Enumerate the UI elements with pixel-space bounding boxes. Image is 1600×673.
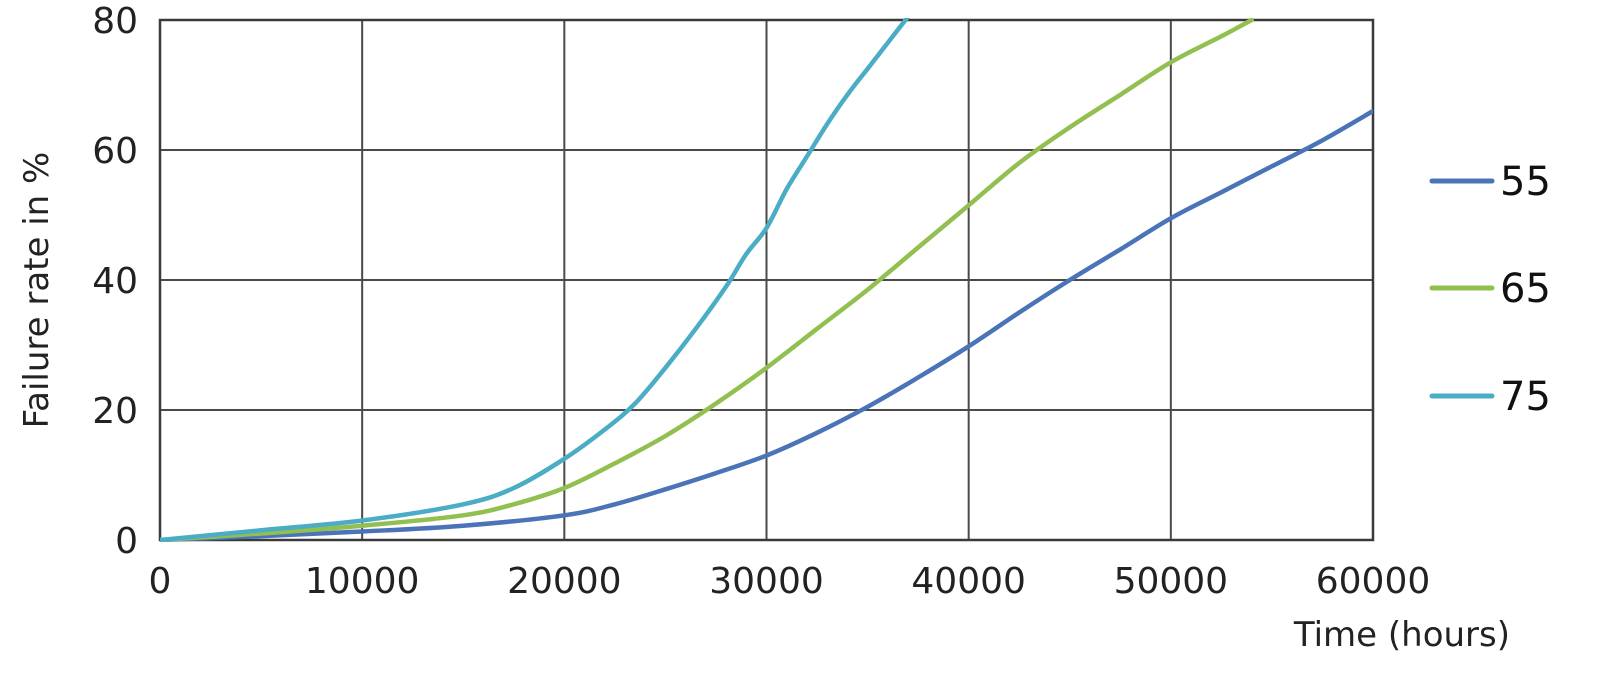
x-tick-label: 30000 (709, 561, 824, 602)
y-tick-label: 60 (92, 131, 138, 172)
legend-label-55: 55 (1500, 159, 1551, 205)
series-lines (160, 18, 1373, 542)
series-line-55 (160, 108, 1373, 542)
legend-label-65: 65 (1500, 266, 1551, 312)
y-tick-label: 80 (92, 1, 138, 42)
series-line-65 (160, 18, 1254, 542)
x-tick-label: 50000 (1114, 561, 1229, 602)
grid (159, 19, 1374, 541)
y-tick-label: 0 (115, 521, 138, 562)
tick-labels: 0 10000 20000 30000 40000 50000 60000 0 20 40 60 80 (92, 1, 1430, 602)
x-axis-title: Time (hours) (1293, 615, 1510, 655)
x-tick-label: 0 (149, 561, 172, 602)
y-tick-label: 40 (92, 261, 138, 302)
legend-label-75: 75 (1500, 374, 1551, 420)
series-line-75 (160, 18, 910, 542)
plot-frame (158, 18, 1375, 542)
legend: 55 65 75 (1429, 159, 1551, 420)
x-tick-label: 40000 (911, 561, 1026, 602)
x-tick-label: 10000 (305, 561, 420, 602)
x-tick-label: 60000 (1316, 561, 1431, 602)
x-tick-label: 20000 (507, 561, 622, 602)
y-tick-label: 20 (92, 391, 138, 432)
y-axis-title: Failure rate in % (17, 152, 57, 429)
